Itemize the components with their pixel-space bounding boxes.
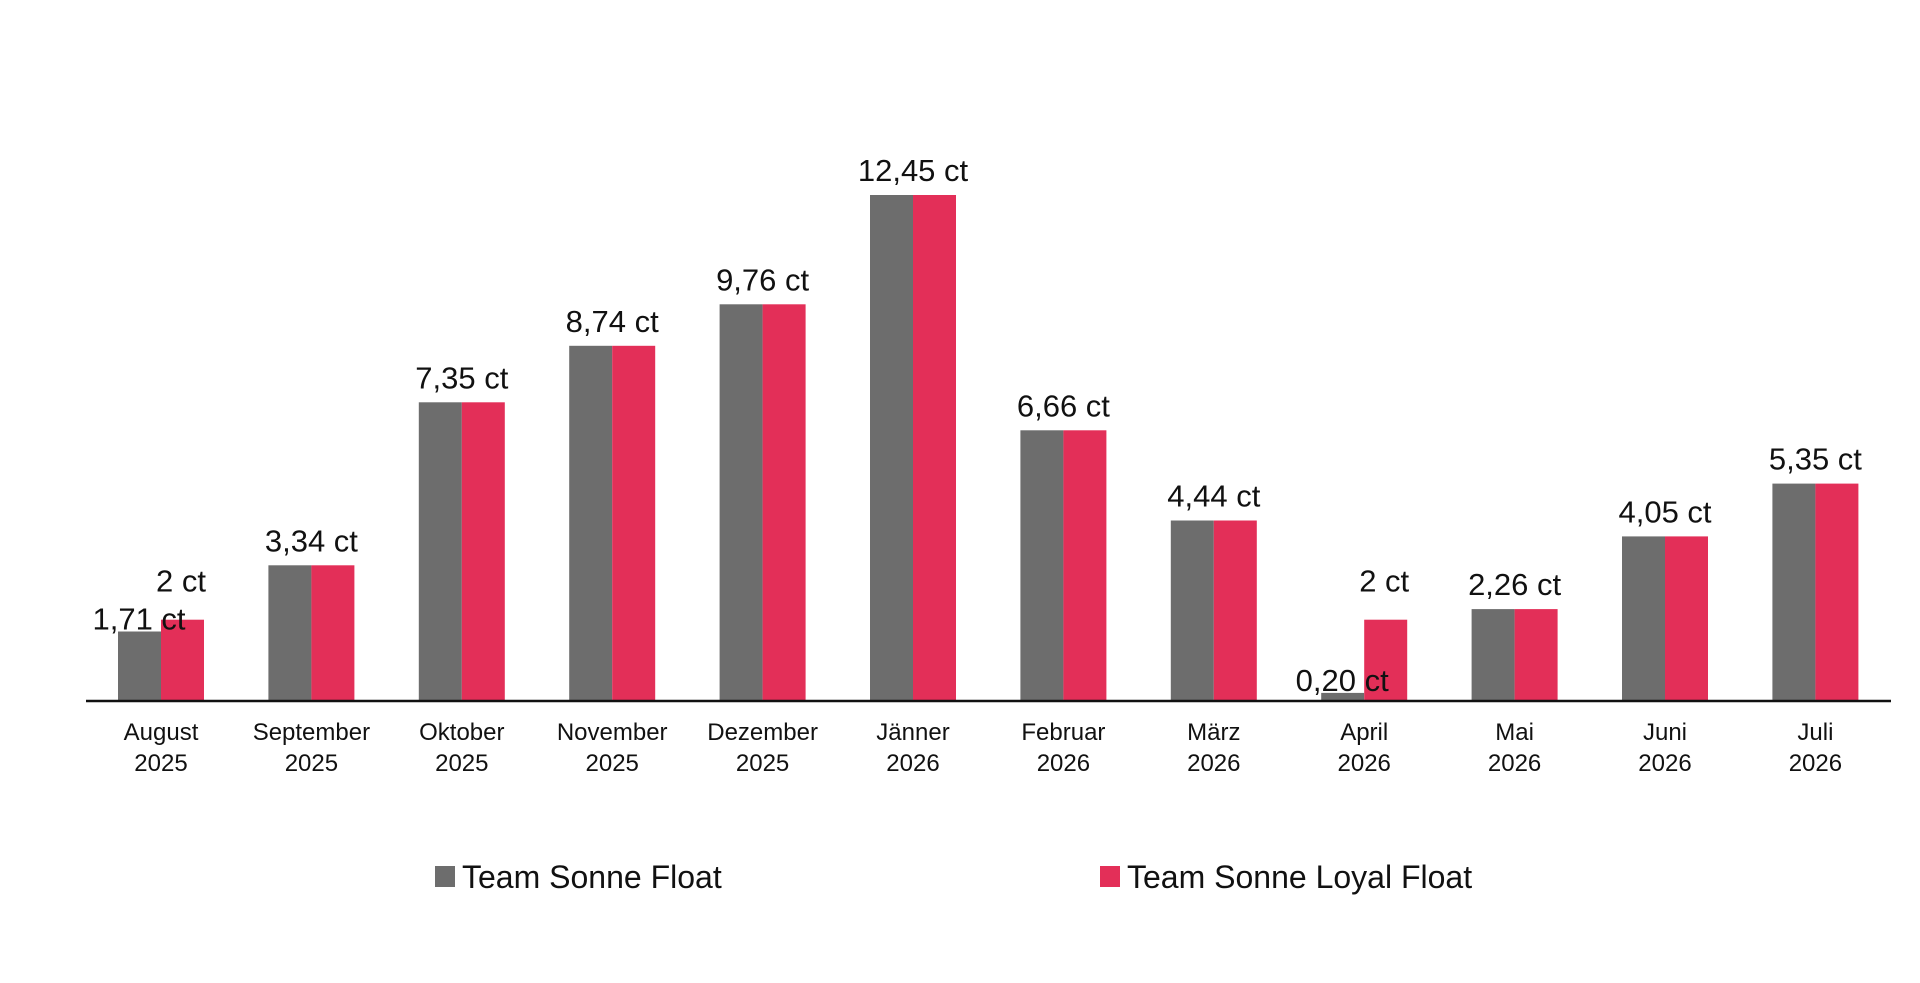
bar-series-1-10 [1622,536,1665,701]
legend-label-series-2: Team Sonne Loyal Float [1127,859,1472,895]
x-tick-label-0-1: 2025 [134,750,187,777]
data-labels: 1,71 ct2 ct3,34 ct7,35 ct8,74 ct9,76 ct1… [92,153,1862,698]
x-tick-labels: August 2025 September 2025 Oktober 2025 Novemb… [124,719,1842,777]
x-tick-label-7-0: März [1187,719,1240,746]
x-tick-label-4-1: 2025 [736,750,789,777]
bar-series-1-3 [569,345,613,701]
x-tick-label-1-0: September [253,719,370,746]
data-label-4: 9,76 ct [716,262,809,297]
bar-series-2-5 [913,195,956,701]
bar-series-2-3 [612,345,656,701]
bar-series-2-4 [762,304,806,701]
bars-layer [118,195,1859,701]
legend-label-series-1: Team Sonne Float [462,859,722,895]
x-tick-label-2-1: 2025 [435,750,488,777]
bar-series-1-9 [1471,609,1515,701]
data-label-series-1-8: 0,20 ct [1296,663,1389,698]
x-tick-label-9-1: 2026 [1488,750,1541,777]
bar-series-2-9 [1514,609,1558,701]
bar-series-1-0 [118,631,161,701]
data-label-series-2-8: 2 ct [1359,564,1409,599]
legend: Team Sonne Float Team Sonne Loyal Float [435,859,1472,895]
data-label-11: 5,35 ct [1769,442,1862,477]
bar-series-2-11 [1815,483,1859,701]
data-label-3: 8,74 ct [566,304,659,339]
x-tick-label-11-0: Juli [1797,719,1833,746]
data-label-7: 4,44 ct [1167,479,1260,514]
x-tick-label-2-0: Oktober [419,719,504,746]
x-tick-label-10-0: Juni [1643,719,1687,746]
bar-series-1-6 [1020,430,1064,701]
x-tick-label-7-1: 2026 [1187,750,1240,777]
legend-swatch-series-2 [1100,866,1120,887]
data-label-10: 4,05 ct [1618,494,1711,529]
x-tick-label-9-0: Mai [1495,719,1534,746]
x-tick-label-11-1: 2026 [1789,750,1842,777]
x-tick-label-5-1: 2026 [886,750,939,777]
x-tick-label-8-0: April [1340,719,1388,746]
x-tick-label-3-1: 2025 [586,750,639,777]
bar-series-2-10 [1665,536,1708,701]
bar-series-1-11 [1772,483,1816,701]
data-label-5: 12,45 ct [858,153,969,188]
bar-series-2-6 [1063,430,1107,701]
data-label-1: 3,34 ct [265,523,358,558]
bar-series-1-1 [268,565,312,701]
legend-swatch-series-1 [435,866,455,887]
x-tick-label-10-1: 2026 [1638,750,1691,777]
bar-series-1-8 [1321,692,1365,701]
bar-series-1-2 [418,402,462,701]
x-tick-label-8-1: 2026 [1338,750,1391,777]
x-tick-label-6-1: 2026 [1037,750,1090,777]
x-tick-label-0-0: August [124,719,199,746]
bar-series-1-5 [870,195,913,701]
x-tick-label-3-0: November [557,719,668,746]
data-label-2: 7,35 ct [415,360,508,395]
bar-series-1-4 [719,304,763,701]
x-tick-label-4-0: Dezember [707,719,818,746]
data-label-series-1-0: 1,71 ct [92,602,185,637]
bar-series-2-2 [461,402,505,701]
data-label-series-2-0: 2 ct [156,564,206,599]
x-tick-label-6-0: Februar [1021,719,1105,746]
bar-series-2-7 [1213,520,1257,701]
bar-series-1-7 [1170,520,1214,701]
x-tick-label-5-0: Jänner [876,719,949,746]
x-tick-label-1-1: 2025 [285,750,338,777]
bar-series-2-8 [1364,619,1408,701]
bar-series-2-1 [311,565,355,701]
data-label-9: 2,26 ct [1468,567,1561,602]
bar-series-2-0 [161,619,204,701]
data-label-6: 6,66 ct [1017,388,1110,423]
